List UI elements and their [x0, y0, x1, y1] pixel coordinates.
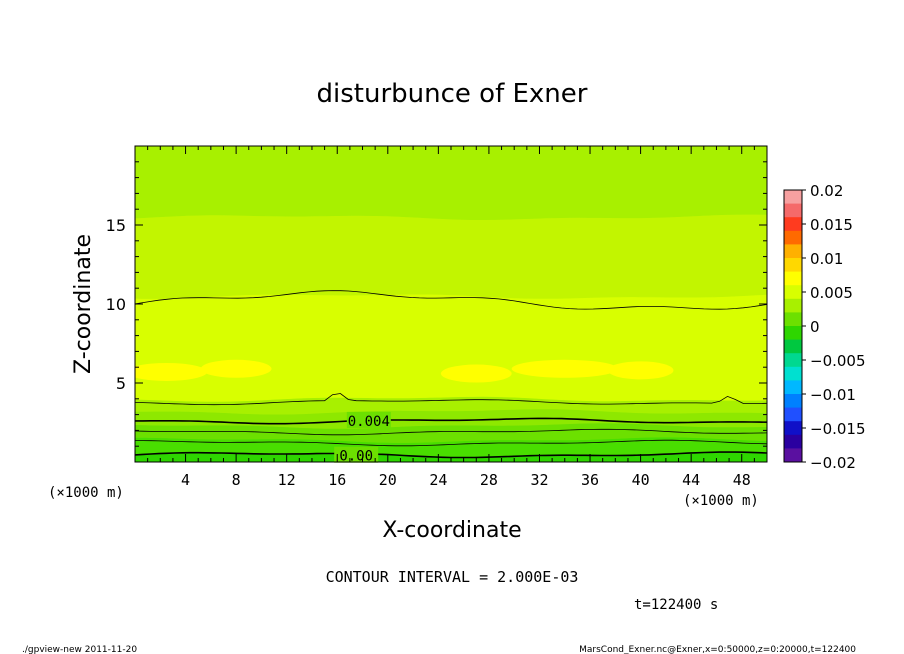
x-tick-label: 16	[328, 471, 346, 489]
colorbar-swatch	[784, 339, 802, 354]
colorbar-swatch	[784, 407, 802, 422]
colorbar-swatch	[784, 298, 802, 313]
contour-band	[135, 293, 767, 402]
y-unit-label: (×1000 m)	[48, 485, 124, 501]
contour-patch	[135, 362, 208, 381]
x-tick-label: 12	[278, 471, 296, 489]
contour-labels: 0.004 0.00	[334, 411, 391, 465]
chart-title: disturbunce of Exner	[317, 79, 588, 109]
colorbar-swatch	[784, 421, 802, 436]
contour-line	[135, 451, 767, 459]
y-tick-label: 10	[106, 295, 126, 314]
colorbar-swatch	[784, 434, 802, 449]
colorbar-swatch	[784, 217, 802, 232]
colorbar-swatch	[784, 326, 802, 341]
colorbar-swatch	[784, 203, 802, 218]
contour-patch	[440, 364, 512, 383]
contour-band	[135, 146, 767, 220]
time-label: t=122400 s	[634, 597, 718, 613]
contour-line	[135, 417, 767, 425]
colorbar-tick-label: −0.01	[810, 386, 856, 404]
contour-band	[135, 214, 767, 299]
colorbar	[784, 190, 802, 463]
colorbar-swatch	[784, 258, 802, 273]
x-tick-label: 40	[632, 471, 650, 489]
colorbar-tick-label: 0.01	[810, 250, 843, 268]
contour-line	[135, 290, 767, 310]
colorbar-swatch	[784, 394, 802, 409]
y-axis-label: Z-coordinate	[71, 234, 96, 374]
colorbar-swatch	[784, 190, 802, 205]
contour-patch	[343, 186, 584, 207]
contour-fill-area	[135, 146, 767, 462]
colorbar-tick-label: 0.015	[810, 216, 853, 234]
contour-patch	[607, 361, 674, 380]
colorbar-swatch	[784, 285, 802, 300]
contour-interval-text: CONTOUR INTERVAL = 2.000E-03	[326, 568, 579, 586]
y-tick-label: 15	[106, 216, 126, 235]
contour-patch	[511, 359, 618, 378]
colorbar-swatch	[784, 448, 802, 463]
x-tick-label: 4	[181, 471, 190, 489]
contour-label: 0.00	[339, 449, 373, 465]
contour-patch	[200, 359, 272, 378]
footer-left: ./gpview-new 2011-11-20	[22, 645, 137, 654]
contour-label: 0.004	[348, 414, 390, 430]
colorbar-swatch	[784, 312, 802, 327]
colorbar-labels: 0.02 0.015 0.01 0.005 0 −0.005 −0.01 −0.015 −0.0…	[802, 182, 866, 472]
colorbar-tick-label: −0.015	[810, 420, 866, 438]
contour-label-bg	[346, 411, 391, 428]
colorbar-tick-label: 0.005	[810, 284, 853, 302]
colorbar-swatch	[784, 244, 802, 259]
colorbar-swatch	[784, 366, 802, 381]
x-tick-label: 44	[682, 471, 700, 489]
contour-line	[135, 439, 767, 447]
x-tick-label: 48	[733, 471, 751, 489]
y-tick-label: 5	[116, 374, 126, 393]
colorbar-swatch	[784, 271, 802, 286]
colorbar-swatch	[784, 353, 802, 368]
x-tick-label: 28	[480, 471, 498, 489]
colorbar-tick-label: 0	[810, 318, 820, 336]
contour-line	[135, 428, 767, 436]
x-tick-label: 8	[232, 471, 241, 489]
footer-right: MarsCond_Exner.nc@Exner,x=0:50000,z=0:20…	[579, 645, 856, 654]
colorbar-tick-label: −0.005	[810, 352, 866, 370]
x-tick-label: 20	[379, 471, 397, 489]
x-tick-label: 24	[429, 471, 447, 489]
colorbar-swatch	[784, 380, 802, 395]
contour-line	[135, 393, 767, 406]
colorbar-swatch	[784, 230, 802, 245]
x-axis: 4 8 12 16 20 24 28 32 36 40 44 48	[147, 146, 755, 489]
x-axis-label: X-coordinate	[382, 518, 521, 543]
colorbar-tick-label: 0.02	[810, 182, 843, 200]
contour-label-bg	[334, 446, 379, 463]
colorbar-tick-label: −0.02	[810, 454, 856, 472]
y-axis: 5 10 15	[106, 161, 767, 447]
x-tick-label: 32	[530, 471, 548, 489]
x-tick-label: 36	[581, 471, 599, 489]
contour-lines	[135, 290, 767, 459]
x-unit-label: (×1000 m)	[683, 493, 759, 509]
